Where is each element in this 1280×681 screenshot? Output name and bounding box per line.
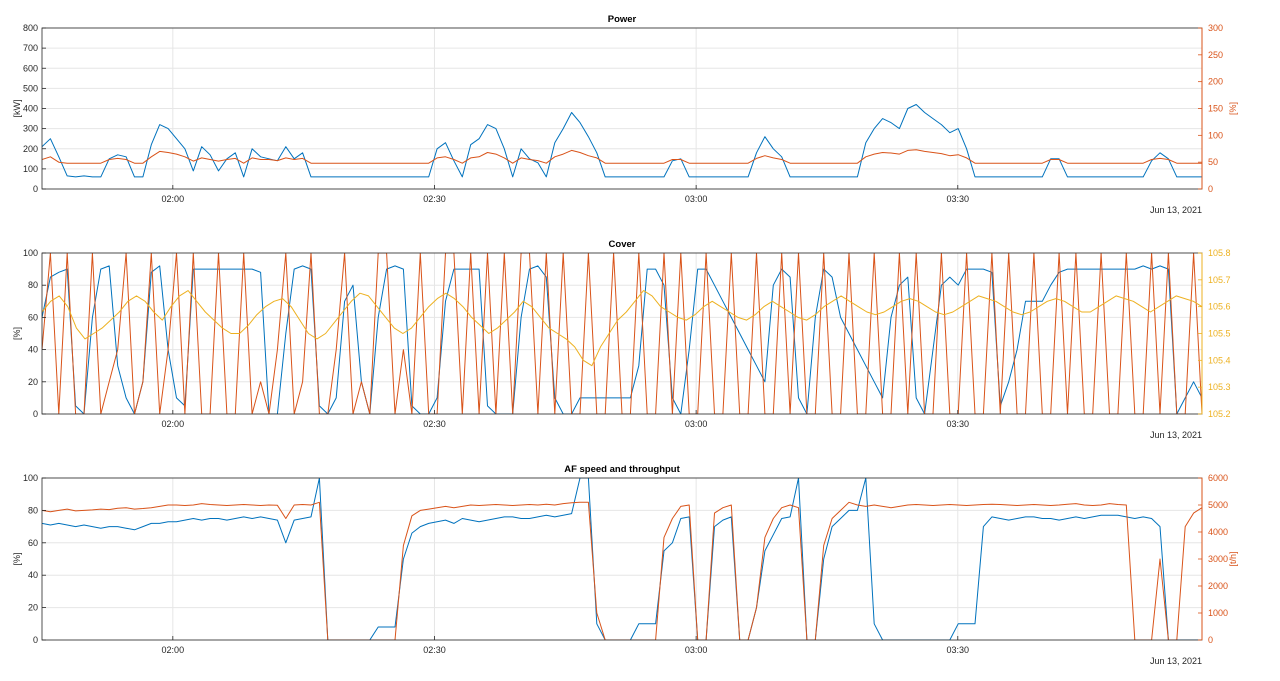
y-axis-label-left: [%] — [12, 327, 22, 340]
y-axis-label-right: [t/h] — [1228, 551, 1238, 566]
y-right-tick-label: 1000 — [1208, 608, 1228, 618]
x-tick-label: 03:00 — [685, 419, 708, 429]
y-right-tick-label: 2000 — [1208, 581, 1228, 591]
y-left-tick-label: 200 — [23, 144, 38, 154]
chart-title: Power — [608, 14, 637, 25]
series-line-orange — [42, 149, 1202, 164]
y-right-tick-label: 105.8 — [1208, 248, 1231, 258]
y-left-tick-label: 100 — [23, 248, 38, 258]
x-tick-label: 03:30 — [947, 419, 970, 429]
x-tick-label: 02:00 — [162, 419, 185, 429]
y-left-tick-label: 0 — [33, 184, 38, 194]
y-right-tick-label: 105.2 — [1208, 409, 1231, 419]
x-tick-label: 02:00 — [162, 645, 185, 655]
y-left-tick-label: 40 — [28, 570, 38, 580]
y-left-tick-label: 0 — [33, 409, 38, 419]
series-line-blue — [42, 104, 1202, 178]
y-right-tick-label: 5000 — [1208, 500, 1228, 510]
x-tick-label: 02:30 — [423, 645, 446, 655]
y-right-tick-label: 200 — [1208, 77, 1223, 87]
y-right-tick-label: 50 — [1208, 157, 1218, 167]
date-label: Jun 13, 2021 — [1150, 656, 1202, 666]
y-axis-label-left: [%] — [12, 552, 22, 565]
x-tick-label: 03:30 — [947, 194, 970, 204]
x-tick-label: 03:30 — [947, 645, 970, 655]
series-line-blue — [42, 265, 1202, 414]
y-right-tick-label: 105.5 — [1208, 329, 1231, 339]
y-left-tick-label: 60 — [28, 312, 38, 322]
series-line-orange — [42, 501, 1202, 640]
chart-title: Cover — [609, 239, 636, 250]
date-label: Jun 13, 2021 — [1150, 205, 1202, 215]
y-right-tick-label: 6000 — [1208, 473, 1228, 483]
y-right-tick-label: 105.3 — [1208, 382, 1231, 392]
y-left-tick-label: 20 — [28, 603, 38, 613]
y-left-tick-label: 500 — [23, 83, 38, 93]
x-tick-label: 02:30 — [423, 194, 446, 204]
chart-panel-1: 02:00 02:30 03:00 03:3001002003004005006007… — [12, 14, 1238, 215]
series-line-blue — [42, 478, 1202, 640]
y-left-tick-label: 600 — [23, 63, 38, 73]
x-tick-label: 02:00 — [162, 194, 185, 204]
y-right-tick-label: 105.4 — [1208, 355, 1231, 365]
y-right-tick-label: 0 — [1208, 184, 1213, 194]
plot-area — [42, 478, 1202, 640]
y-axis-label-left: [kW] — [12, 100, 22, 118]
y-left-tick-label: 700 — [23, 43, 38, 53]
y-left-tick-label: 0 — [33, 635, 38, 645]
chart-title: AF speed and throughput — [564, 464, 680, 475]
y-left-tick-label: 40 — [28, 345, 38, 355]
y-left-tick-label: 80 — [28, 280, 38, 290]
y-left-tick-label: 20 — [28, 377, 38, 387]
y-right-tick-label: 3000 — [1208, 554, 1228, 564]
date-label: Jun 13, 2021 — [1150, 430, 1202, 440]
x-tick-label: 03:00 — [685, 645, 708, 655]
y-left-tick-label: 60 — [28, 538, 38, 548]
y-right-tick-label: 0 — [1208, 635, 1213, 645]
chart-panel-3: 02:00 02:30 03:00 03:3002040608010001000200… — [12, 464, 1238, 666]
y-left-tick-label: 400 — [23, 104, 38, 114]
y-right-tick-label: 300 — [1208, 23, 1223, 33]
y-left-tick-label: 80 — [28, 505, 38, 515]
y-left-tick-label: 100 — [23, 164, 38, 174]
series-line-yellow — [42, 290, 1202, 367]
y-left-tick-label: 300 — [23, 124, 38, 134]
y-right-tick-label: 150 — [1208, 104, 1223, 114]
x-tick-label: 03:00 — [685, 194, 708, 204]
chart-panel-2: 02:00 02:30 03:00 03:30 0 20 40 60 80 100 105.2 105… — [12, 239, 1231, 440]
y-axis-label-right: [%] — [1228, 102, 1238, 115]
y-right-tick-label: 4000 — [1208, 527, 1228, 537]
y-left-tick-label: 800 — [23, 23, 38, 33]
y-left-tick-label: 100 — [23, 473, 38, 483]
y-right-tick-label: 105.7 — [1208, 275, 1231, 285]
y-right-tick-label: 100 — [1208, 130, 1223, 140]
y-right-tick-label: 105.6 — [1208, 302, 1231, 312]
y-right-tick-label: 250 — [1208, 50, 1223, 60]
plot-area — [42, 253, 1202, 414]
x-tick-label: 02:30 — [423, 419, 446, 429]
